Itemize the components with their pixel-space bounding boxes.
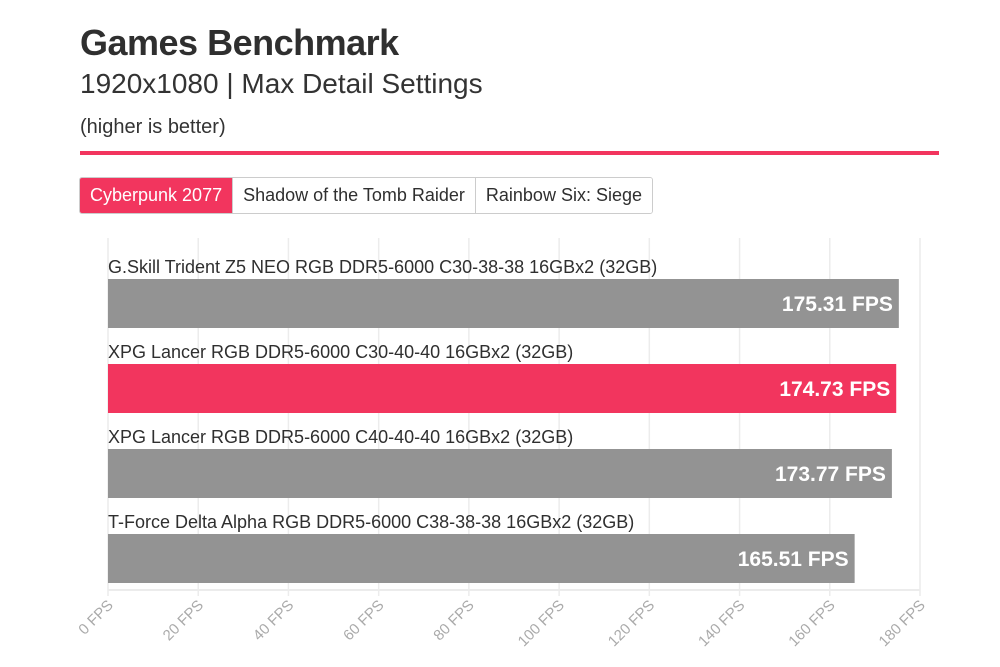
x-tick-label: 40 FPS (250, 597, 297, 644)
x-tick-label: 80 FPS (430, 597, 477, 644)
bar (108, 279, 899, 328)
x-tick-label: 140 FPS (695, 597, 748, 650)
bar-category-label: XPG Lancer RGB DDR5-6000 C40-40-40 16GBx… (108, 427, 573, 447)
x-tick-label: 180 FPS (876, 597, 929, 650)
chart-subtitle: 1920x1080 | Max Detail Settings (80, 68, 483, 99)
x-tick-label: 120 FPS (605, 597, 658, 650)
tab-shadow-of-the-tomb-raider[interactable]: Shadow of the Tomb Raider (232, 178, 475, 213)
bar-value-label: 173.77 FPS (775, 463, 886, 486)
x-tick-label: 160 FPS (785, 597, 838, 650)
x-tick-label: 100 FPS (515, 597, 568, 650)
bar-category-label: G.Skill Trident Z5 NEO RGB DDR5-6000 C30… (108, 257, 657, 277)
bar-category-label: T-Force Delta Alpha RGB DDR5-6000 C38-38… (108, 512, 634, 532)
bar-category-label: XPG Lancer RGB DDR5-6000 C30-40-40 16GBx… (108, 342, 573, 362)
chart-title: Games Benchmark (80, 22, 399, 63)
bar (108, 364, 897, 413)
x-tick-label: 60 FPS (340, 597, 387, 644)
accent-divider (80, 151, 939, 155)
x-tick-label: 0 FPS (75, 597, 116, 638)
chart-note: (higher is better) (80, 116, 226, 138)
tab-rainbow-six-siege[interactable]: Rainbow Six: Siege (474, 178, 652, 213)
game-tabs: Cyberpunk 2077 Shadow of the Tomb Raider… (79, 177, 653, 214)
bar (108, 449, 892, 498)
x-tick-label: 20 FPS (160, 597, 207, 644)
bar-value-label: 165.51 FPS (738, 548, 849, 571)
bar-value-label: 174.73 FPS (779, 378, 890, 401)
bar (108, 534, 855, 583)
tab-cyberpunk-2077[interactable]: Cyberpunk 2077 (80, 178, 233, 213)
bar-value-label: 175.31 FPS (782, 293, 893, 316)
